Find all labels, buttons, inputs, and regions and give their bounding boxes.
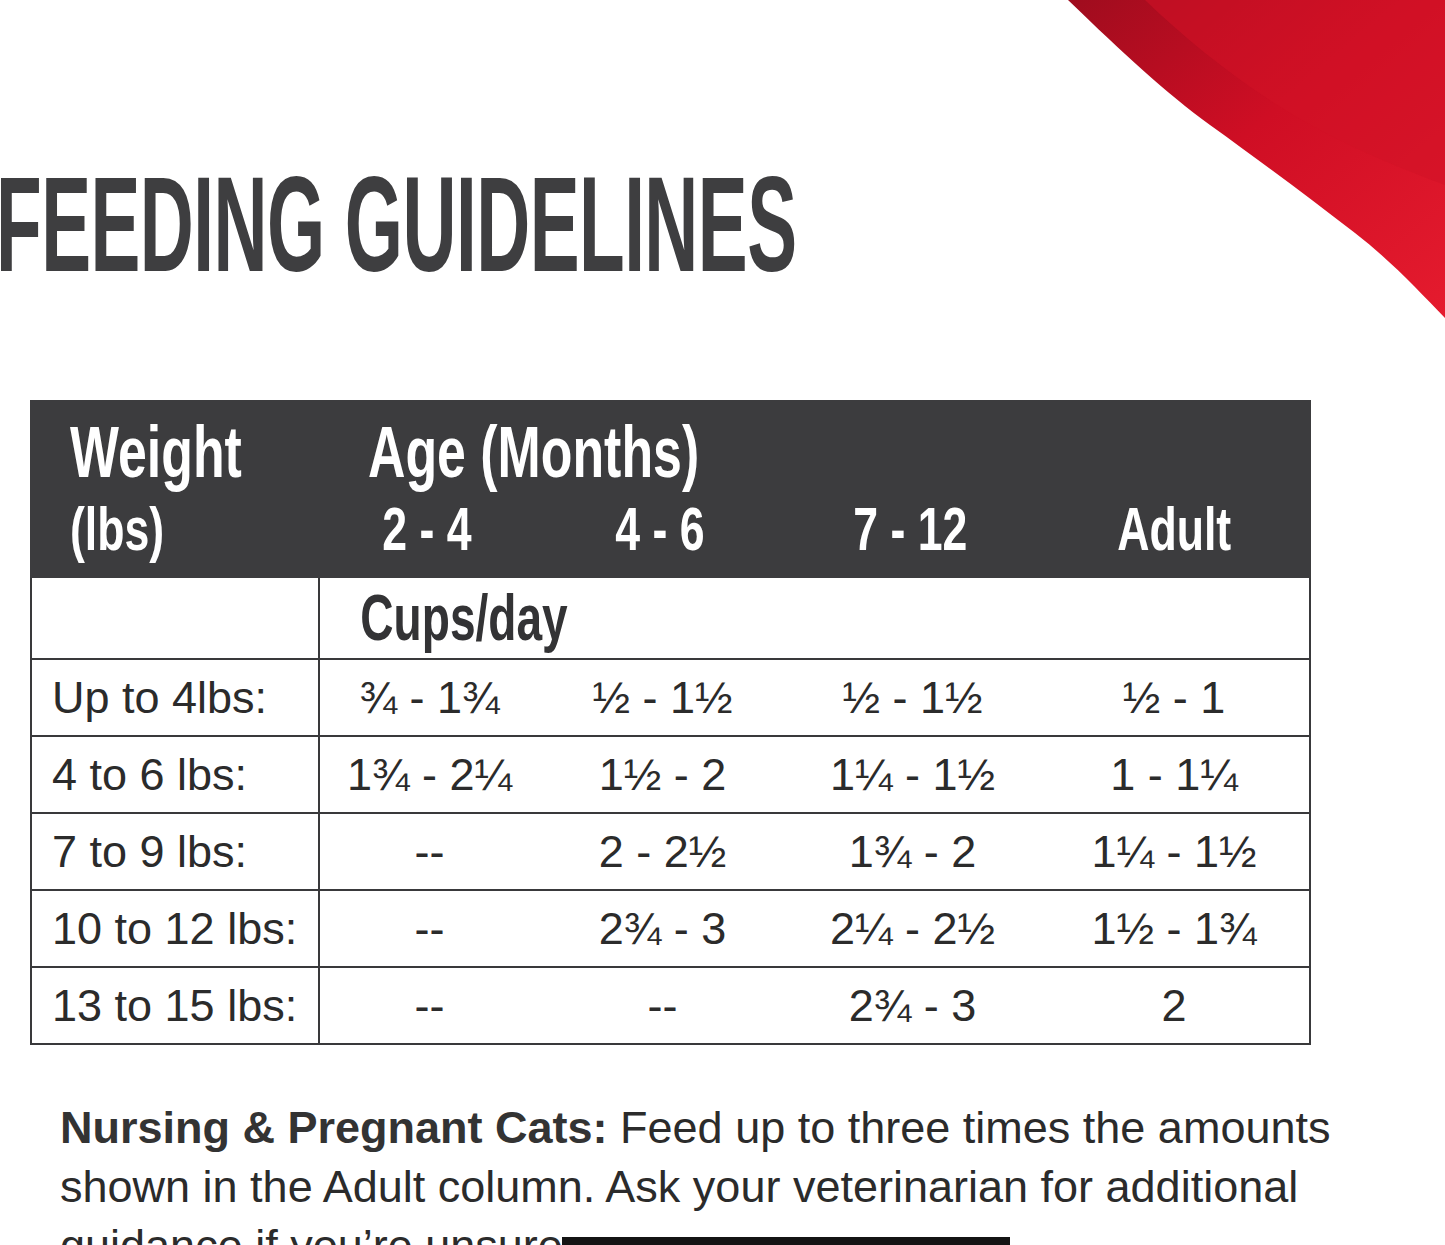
value-cell: 1 - 1¼ — [1039, 752, 1309, 797]
table-row: 7 to 9 lbs: -- 2 - 2½ 1¾ - 2 1¼ - 1½ — [32, 812, 1309, 889]
value-cell: -- — [320, 983, 539, 1028]
units-label: Cups/day — [360, 586, 567, 650]
cut-off-bottom-bar — [562, 1237, 1010, 1245]
page-title: FEEDING GUIDELINES — [0, 146, 797, 302]
note-lead: Nursing & Pregnant Cats: — [60, 1102, 608, 1153]
value-cell: 1¾ - 2 — [786, 829, 1039, 874]
units-cell: Cups/day — [320, 586, 539, 650]
note-line2: shown in the Adult column. Ask your vete… — [60, 1161, 1298, 1212]
age-column-4-6: 4 - 6 — [537, 498, 784, 560]
weight-label: 4 to 6 lbs: — [32, 737, 320, 812]
weight-header-label: Weight — [70, 416, 242, 488]
age-header-label: Age (Months) — [368, 416, 699, 488]
value-cell: 1¼ - 1½ — [786, 752, 1039, 797]
nursing-pregnant-note: Nursing & Pregnant Cats: Feed up to thre… — [60, 1098, 1410, 1245]
value-cell: 2¼ - 2½ — [786, 906, 1039, 951]
value-cell: ½ - 1½ — [539, 675, 786, 720]
value-cell: -- — [539, 983, 786, 1028]
weight-label: Up to 4lbs: — [32, 660, 320, 735]
age-months-header: Age (Months) — [368, 416, 828, 488]
note-line1: Feed up to three times the amounts — [608, 1102, 1331, 1153]
weight-column-header: Weight — [70, 416, 309, 488]
table-row: Up to 4lbs: ¾ - 1¾ ½ - 1½ ½ - 1½ ½ - 1 — [32, 658, 1309, 735]
value-cell: 2¾ - 3 — [786, 983, 1039, 1028]
value-cell: -- — [320, 829, 539, 874]
age-subcolumn-row: (lbs) 2 - 4 4 - 6 7 - 12 Adult — [30, 498, 1311, 560]
weight-label: 10 to 12 lbs: — [32, 891, 320, 966]
value-cell: 2 — [1039, 983, 1309, 1028]
weight-unit-label: (lbs) — [30, 498, 318, 560]
table-row: 10 to 12 lbs: -- 2¾ - 3 2¼ - 2½ 1½ - 1¾ — [32, 889, 1309, 966]
table-body: Cups/day Up to 4lbs: ¾ - 1¾ ½ - 1½ ½ - 1… — [30, 578, 1311, 1045]
value-cell: ½ - 1½ — [786, 675, 1039, 720]
value-cell: 2 - 2½ — [539, 829, 786, 874]
value-cell: ¾ - 1¾ — [320, 675, 539, 720]
value-cell: 1½ - 1¾ — [1039, 906, 1309, 951]
units-row: Cups/day — [32, 578, 1309, 658]
weight-label: 13 to 15 lbs: — [32, 968, 320, 1043]
value-cell: 2¾ - 3 — [539, 906, 786, 951]
table-header: Weight Age (Months) (lbs) 2 - 4 4 - 6 7 … — [30, 400, 1311, 578]
table-row: 13 to 15 lbs: -- -- 2¾ - 3 2 — [32, 966, 1309, 1043]
value-cell: -- — [320, 906, 539, 951]
value-cell: 1¼ - 1½ — [1039, 829, 1309, 874]
feeding-guidelines-table: Weight Age (Months) (lbs) 2 - 4 4 - 6 7 … — [30, 400, 1311, 1045]
value-cell: 1½ - 2 — [539, 752, 786, 797]
weight-label: 7 to 9 lbs: — [32, 814, 320, 889]
note-line3: guidance if you’re unsure. — [60, 1220, 575, 1245]
age-column-adult: Adult — [1037, 498, 1311, 560]
value-cell: 1¾ - 2¼ — [320, 752, 539, 797]
value-cell: ½ - 1 — [1039, 675, 1309, 720]
red-swoosh-graphic — [1045, 0, 1445, 335]
units-row-empty-cell — [32, 578, 320, 658]
table-row: 4 to 6 lbs: 1¾ - 2¼ 1½ - 2 1¼ - 1½ 1 - 1… — [32, 735, 1309, 812]
age-column-7-12: 7 - 12 — [784, 498, 1037, 560]
age-column-2-4: 2 - 4 — [318, 498, 537, 560]
